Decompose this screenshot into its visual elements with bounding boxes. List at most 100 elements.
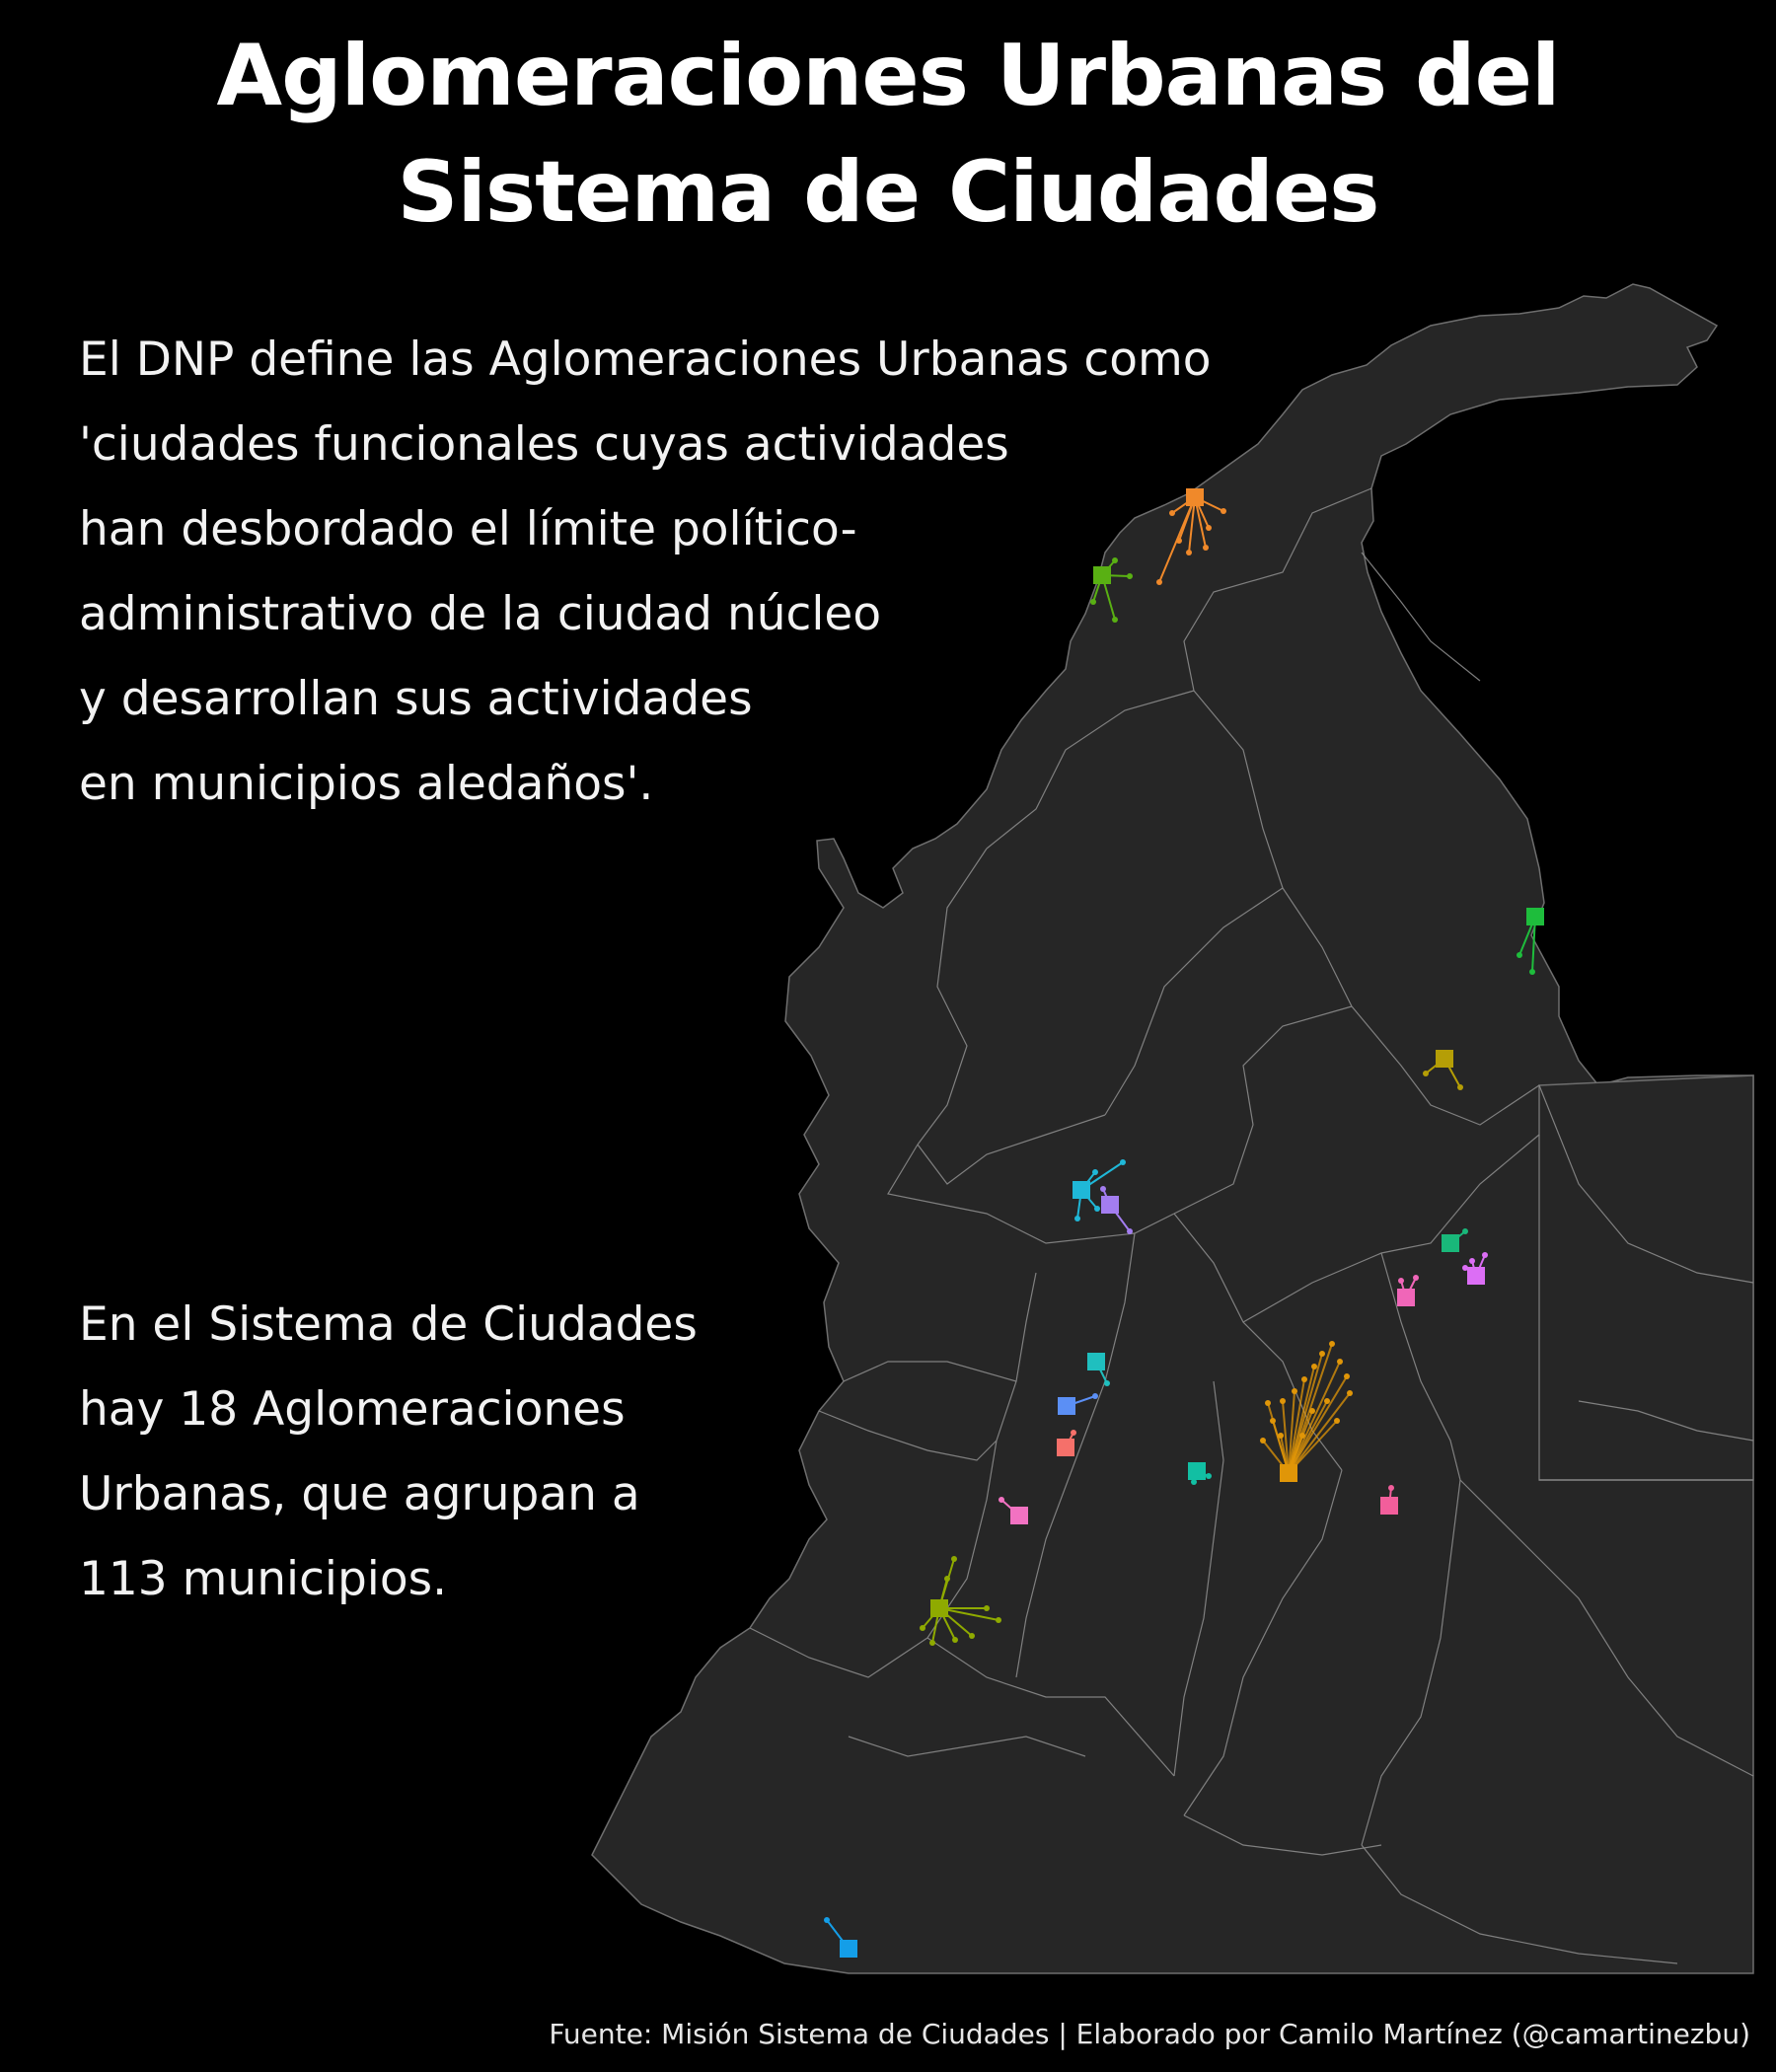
municipality-point [920,1625,925,1631]
stats-line: Urbanas, que agrupan a [79,1467,640,1521]
eastern-plains [1538,1074,1754,1481]
agglomeration-core-cali [930,1599,948,1617]
intro-line: El DNP define las Aglomeraciones Urbanas… [79,333,1212,387]
municipality-point [1337,1359,1343,1365]
intro-paragraph: El DNP define las Aglomeraciones Urbanas… [79,318,1212,827]
municipality-point [1398,1278,1404,1284]
agglomeration-buenaventura [999,1497,1028,1524]
municipality-point [1094,1206,1100,1212]
municipality-point [1092,1393,1098,1399]
municipality-point [1529,969,1535,975]
municipality-point [1156,579,1162,585]
municipality-point [944,1576,950,1582]
agglomeration-barranquilla [1156,488,1226,585]
municipality-point [1186,550,1192,555]
agglomeration-core-barranquilla [1186,488,1204,506]
municipality-point [1280,1398,1286,1404]
municipality-point [1462,1228,1468,1234]
municipality-point [1278,1433,1284,1439]
municipality-point [1292,1388,1297,1394]
source-caption: Fuente: Misión Sistema de Ciudades | Ela… [549,2018,1750,2050]
municipality-point [1127,1228,1133,1234]
agglomeration-core-girardot [1188,1462,1206,1480]
municipality-point [1191,1479,1197,1485]
municipality-point [1071,1430,1076,1436]
municipality-point [1221,508,1226,514]
municipality-point [1299,1433,1305,1439]
municipality-point [1469,1258,1475,1264]
agglomeration-duitama [1442,1228,1468,1252]
agglomeration-girardot [1188,1462,1212,1485]
municipality-point [1462,1265,1468,1271]
title-line-2: Sistema de Ciudades [397,143,1380,242]
municipality-point [984,1605,990,1611]
municipality-point [1090,599,1096,605]
agglomeration-armenia [1057,1430,1076,1456]
agglomeration-core-cartagena [1093,566,1111,584]
title-line-1: Aglomeraciones Urbanas del [216,27,1561,125]
municipality-point [1127,573,1133,579]
municipality-point [1347,1390,1353,1396]
municipality-point [996,1617,1001,1623]
municipality-point [1092,1169,1098,1175]
department-borders [749,487,1754,1964]
agglomeration-core-medellin [1073,1181,1090,1199]
municipality-point [999,1497,1004,1503]
agglomeration-sogamoso [1462,1252,1488,1285]
agglomeration-cartagena [1090,557,1133,623]
agglomeration-core-tunja [1397,1289,1415,1306]
municipality-point [1112,557,1118,563]
municipality-point [1482,1252,1488,1258]
intro-line: y desarrollan sus actividades [79,672,753,726]
municipality-point [1413,1275,1419,1281]
intro-line: administrativo de la ciudad núcleo [79,587,882,641]
municipality-point [1100,1186,1106,1192]
stats-line: En el Sistema de Ciudades [79,1297,698,1352]
agglomeration-core-rionegro [1101,1196,1119,1214]
municipality-point [1311,1364,1317,1369]
municipality-point [952,1637,958,1643]
municipality-point [1112,617,1118,623]
municipality-point [1334,1418,1340,1424]
agglomeration-core-sogamoso [1467,1267,1485,1285]
agglomeration-cali [920,1556,1001,1646]
agglomeration-core-pereira [1058,1397,1075,1415]
municipality-point [1206,1473,1212,1479]
intro-line: en municipios aledaños'. [79,757,654,811]
municipality-point [1206,525,1212,531]
agglomeration-rionegro [1100,1186,1133,1234]
stats-line: hay 18 Aglomeraciones [79,1382,626,1437]
agglomerations [824,488,1544,1958]
municipality-point [1324,1398,1330,1404]
municipality-point [1104,1380,1110,1386]
map-title: Aglomeraciones Urbanas del Sistema de Ci… [0,18,1776,251]
agglomeration-core-bucaramanga [1436,1050,1453,1068]
municipality-point [951,1556,957,1562]
stats-paragraph: En el Sistema de Ciudades hay 18 Aglomer… [79,1283,698,1622]
municipality-point [1301,1376,1307,1382]
municipality-point [1176,538,1182,544]
agglomeration-core-duitama [1442,1234,1459,1252]
agglomeration-villavicencio [1380,1485,1398,1515]
agglomeration-bogota [1260,1341,1353,1482]
municipality-point [1265,1400,1271,1406]
agglomeration-manizales [1087,1353,1110,1386]
municipality-point [929,1640,935,1646]
agglomeration-tunja [1397,1275,1419,1306]
municipality-point [824,1917,830,1923]
agglomeration-core-armenia [1057,1439,1074,1456]
agglomeration-bucaramanga [1423,1050,1463,1090]
municipality-point [1319,1351,1325,1357]
municipality-point [969,1633,975,1639]
municipality-point [1388,1485,1394,1491]
agglomeration-core-manizales [1087,1353,1105,1370]
agglomeration-core-villavicencio [1380,1497,1398,1515]
municipality-point [1329,1341,1335,1347]
municipality-point [1260,1438,1266,1443]
municipality-point [1074,1216,1080,1221]
agglomeration-pereira [1058,1393,1098,1415]
agglomeration-cucuta [1517,908,1544,975]
agglomeration-core-pasto [840,1940,857,1958]
intro-line: 'ciudades funcionales cuyas actividades [79,417,1009,472]
